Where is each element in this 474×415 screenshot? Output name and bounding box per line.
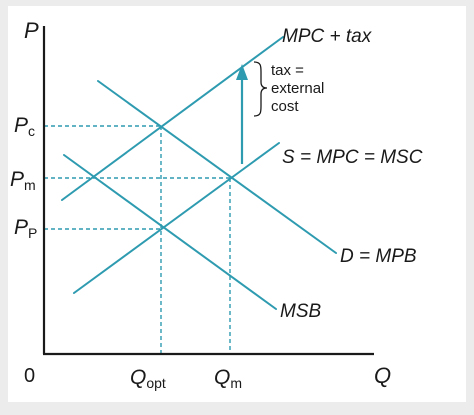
guide-lines bbox=[44, 125, 231, 353]
qopt-subscript: opt bbox=[146, 375, 166, 391]
msb-label: MSB bbox=[280, 301, 322, 322]
diagram-panel bbox=[8, 6, 466, 402]
origin-label: 0 bbox=[24, 365, 35, 387]
demand-label: D = MPB bbox=[340, 246, 417, 267]
tax-arrow-head bbox=[236, 64, 248, 80]
supply-label: S = MPC = MSC bbox=[282, 147, 423, 168]
axes bbox=[42, 26, 374, 356]
mpc-tax-curve bbox=[61, 36, 284, 201]
mpc-tax-label: MPC + tax bbox=[282, 26, 373, 47]
qm-subscript: m bbox=[230, 375, 242, 391]
annotation-line-2: external bbox=[271, 80, 324, 97]
pc-subscript: c bbox=[28, 123, 35, 139]
demand-curve bbox=[97, 80, 337, 254]
pm-subscript: m bbox=[24, 177, 36, 193]
pm-label: Pm bbox=[10, 168, 36, 193]
qm-label: Qm bbox=[214, 366, 242, 391]
supply-curve bbox=[73, 142, 280, 294]
y-axis-label: P bbox=[24, 18, 39, 43]
annotation-line-3: cost bbox=[271, 98, 299, 115]
pp-label: PP bbox=[14, 216, 37, 241]
msb-curve bbox=[63, 154, 277, 310]
tax-arrow bbox=[236, 64, 248, 164]
qopt-label: Qopt bbox=[130, 366, 166, 391]
annotation-line-1: tax = bbox=[271, 62, 304, 79]
x-axis-label: Q bbox=[374, 363, 391, 388]
curves bbox=[61, 36, 337, 310]
external-cost-brace bbox=[253, 61, 268, 117]
pc-label: Pc bbox=[14, 114, 35, 139]
pp-subscript: P bbox=[28, 225, 37, 241]
